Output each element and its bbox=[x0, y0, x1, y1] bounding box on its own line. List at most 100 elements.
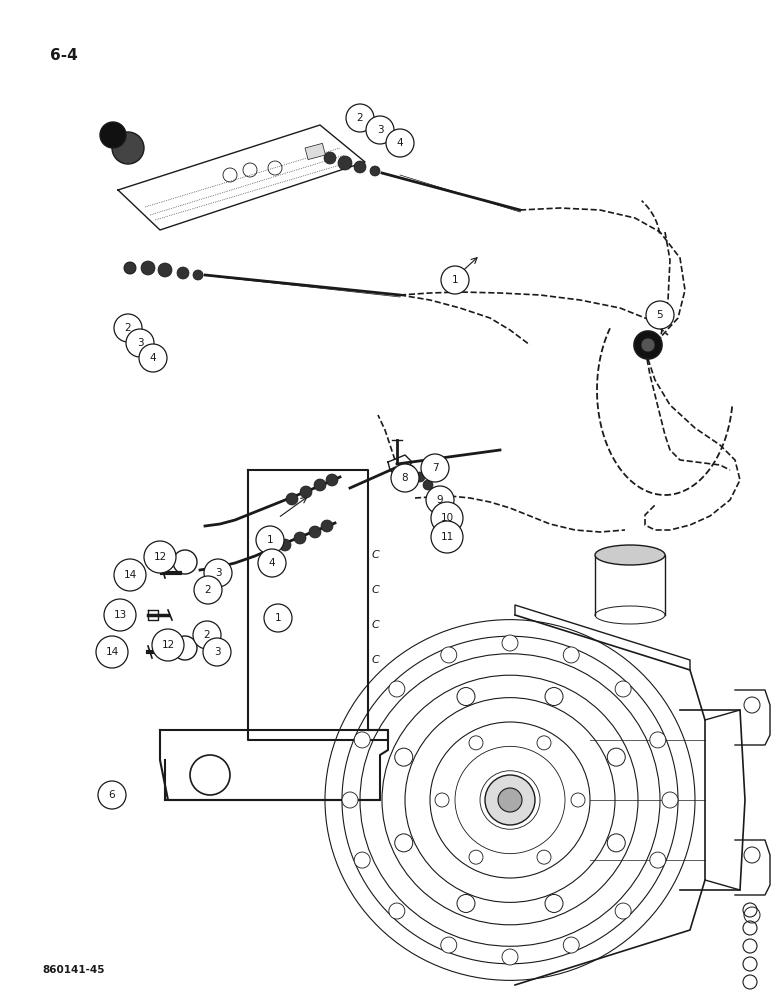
Circle shape bbox=[431, 521, 463, 553]
Circle shape bbox=[469, 736, 483, 750]
Circle shape bbox=[354, 732, 371, 748]
Circle shape bbox=[441, 266, 469, 294]
Text: C: C bbox=[371, 620, 379, 630]
Circle shape bbox=[286, 493, 298, 505]
Circle shape bbox=[114, 559, 146, 591]
Text: 9: 9 bbox=[437, 495, 443, 505]
Circle shape bbox=[326, 474, 338, 486]
Circle shape bbox=[634, 331, 662, 359]
Text: 4: 4 bbox=[269, 558, 276, 568]
Text: 6: 6 bbox=[109, 790, 115, 800]
Text: 2: 2 bbox=[357, 113, 364, 123]
Circle shape bbox=[485, 775, 535, 825]
Circle shape bbox=[405, 465, 415, 475]
Text: 12: 12 bbox=[161, 640, 174, 650]
Circle shape bbox=[615, 903, 631, 919]
Circle shape bbox=[650, 732, 665, 748]
Text: 2: 2 bbox=[205, 585, 212, 595]
Bar bbox=[305, 143, 326, 160]
Text: 3: 3 bbox=[137, 338, 144, 348]
Text: 4: 4 bbox=[150, 353, 156, 363]
Text: C: C bbox=[371, 655, 379, 665]
Circle shape bbox=[421, 454, 449, 482]
Text: 11: 11 bbox=[440, 532, 454, 542]
Circle shape bbox=[615, 681, 631, 697]
Circle shape bbox=[441, 647, 457, 663]
Circle shape bbox=[300, 486, 312, 498]
Circle shape bbox=[144, 541, 176, 573]
Circle shape bbox=[498, 788, 522, 812]
Circle shape bbox=[279, 539, 291, 551]
Circle shape bbox=[469, 850, 483, 864]
Circle shape bbox=[256, 526, 284, 554]
Circle shape bbox=[441, 937, 457, 953]
Circle shape bbox=[264, 604, 292, 632]
Circle shape bbox=[346, 104, 374, 132]
Text: 14: 14 bbox=[124, 570, 137, 580]
Circle shape bbox=[386, 129, 414, 157]
Circle shape bbox=[193, 270, 203, 280]
Text: 1: 1 bbox=[275, 613, 281, 623]
Circle shape bbox=[124, 262, 136, 274]
Circle shape bbox=[104, 599, 136, 631]
Circle shape bbox=[646, 301, 674, 329]
Circle shape bbox=[571, 793, 585, 807]
Circle shape bbox=[112, 132, 144, 164]
Circle shape bbox=[96, 636, 128, 668]
Circle shape bbox=[141, 261, 155, 275]
Text: 2: 2 bbox=[204, 630, 210, 640]
Circle shape bbox=[114, 314, 142, 342]
Circle shape bbox=[294, 532, 306, 544]
Circle shape bbox=[394, 748, 413, 766]
Text: 3: 3 bbox=[215, 568, 222, 578]
Circle shape bbox=[177, 267, 189, 279]
Text: 5: 5 bbox=[657, 310, 663, 320]
Circle shape bbox=[537, 736, 551, 750]
Circle shape bbox=[194, 576, 222, 604]
Ellipse shape bbox=[595, 545, 665, 565]
Text: 860141-45: 860141-45 bbox=[42, 965, 104, 975]
Circle shape bbox=[545, 894, 563, 912]
Circle shape bbox=[389, 903, 405, 919]
Circle shape bbox=[502, 635, 518, 651]
Circle shape bbox=[391, 464, 419, 492]
Text: 7: 7 bbox=[432, 463, 438, 473]
Text: 10: 10 bbox=[441, 513, 454, 523]
Circle shape bbox=[650, 852, 665, 868]
Circle shape bbox=[152, 629, 184, 661]
Text: 2: 2 bbox=[125, 323, 131, 333]
Circle shape bbox=[502, 949, 518, 965]
Circle shape bbox=[139, 344, 167, 372]
Circle shape bbox=[100, 122, 126, 148]
Text: C: C bbox=[371, 585, 379, 595]
Text: 6-4: 6-4 bbox=[50, 48, 78, 63]
Text: 3: 3 bbox=[214, 647, 220, 657]
Text: C: C bbox=[371, 550, 379, 560]
Text: 13: 13 bbox=[113, 610, 127, 620]
Circle shape bbox=[641, 338, 655, 352]
Circle shape bbox=[537, 850, 551, 864]
Text: 3: 3 bbox=[377, 125, 384, 135]
Circle shape bbox=[314, 479, 326, 491]
Circle shape bbox=[415, 472, 425, 482]
Text: 14: 14 bbox=[105, 647, 119, 657]
Circle shape bbox=[366, 116, 394, 144]
Circle shape bbox=[457, 894, 475, 912]
Text: 1: 1 bbox=[452, 275, 459, 285]
Circle shape bbox=[204, 559, 232, 587]
Circle shape bbox=[258, 549, 286, 577]
Circle shape bbox=[457, 688, 475, 706]
Circle shape bbox=[435, 793, 449, 807]
Circle shape bbox=[193, 621, 221, 649]
Circle shape bbox=[394, 834, 413, 852]
Circle shape bbox=[564, 647, 579, 663]
Circle shape bbox=[608, 748, 625, 766]
Circle shape bbox=[662, 792, 678, 808]
Circle shape bbox=[324, 152, 336, 164]
Circle shape bbox=[431, 502, 463, 534]
Circle shape bbox=[426, 486, 454, 514]
Circle shape bbox=[423, 480, 433, 490]
Circle shape bbox=[158, 263, 172, 277]
Circle shape bbox=[564, 937, 579, 953]
Text: 4: 4 bbox=[397, 138, 403, 148]
